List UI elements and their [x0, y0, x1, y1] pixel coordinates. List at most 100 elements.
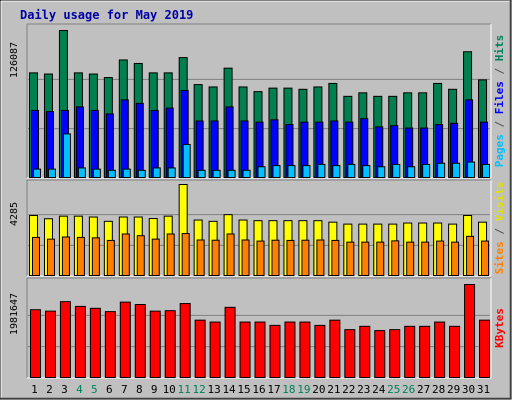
bar-pages-day-1 [33, 168, 41, 179]
bar-kbytes-day-20 [314, 324, 326, 378]
bar-sites-day-28 [436, 240, 445, 276]
day-label-3: 3 [61, 383, 68, 396]
bar-pages-day-28 [437, 162, 446, 178]
bar-pages-day-14 [227, 169, 236, 178]
legend-entry: Sites [493, 241, 506, 274]
day-label-2: 2 [46, 383, 53, 396]
legend-entry: / [493, 221, 506, 241]
bar-sites-day-29 [451, 241, 460, 277]
bar-kbytes-day-11 [179, 303, 191, 379]
bar-pages-day-8 [137, 169, 146, 178]
bar-kbytes-day-1 [30, 309, 41, 379]
bar-pages-day-26 [407, 166, 416, 178]
day-label-21: 21 [327, 383, 340, 396]
day-label-12: 12 [193, 383, 206, 396]
bar-sites-day-2 [46, 238, 55, 276]
panel-bottom-max-label: 1981647 [9, 293, 20, 335]
bar-pages-day-19 [302, 165, 311, 179]
bar-pages-day-13 [212, 169, 221, 178]
bar-files-day-7 [120, 99, 129, 178]
day-label-5: 5 [91, 383, 98, 396]
bar-kbytes-day-2 [44, 310, 56, 378]
bar-sites-day-17 [271, 239, 280, 276]
bar-sites-day-24 [376, 241, 385, 277]
bar-kbytes-day-3 [59, 301, 71, 378]
day-label-28: 28 [432, 383, 445, 396]
bar-files-day-6 [105, 113, 114, 178]
bar-kbytes-day-14 [224, 306, 236, 379]
day-label-31: 31 [477, 383, 490, 396]
bar-pages-day-3 [62, 133, 71, 178]
legend-entry: Visits [493, 182, 506, 222]
day-label-23: 23 [357, 383, 370, 396]
bar-kbytes-day-17 [269, 324, 281, 378]
legend-entry: Files [493, 81, 506, 114]
bar-sites-day-10 [166, 233, 175, 277]
bar-sites-day-21 [331, 239, 340, 277]
bar-kbytes-day-8 [134, 304, 146, 378]
bar-files-day-10 [165, 107, 174, 178]
bar-pages-day-22 [347, 163, 356, 179]
bar-kbytes-day-6 [104, 311, 116, 378]
bar-kbytes-day-26 [404, 325, 416, 378]
bar-kbytes-day-28 [434, 321, 446, 378]
day-label-16: 16 [252, 383, 265, 396]
day-label-8: 8 [136, 383, 143, 396]
bar-kbytes-day-30 [464, 284, 476, 378]
bar-sites-day-8 [136, 235, 145, 276]
bar-sites-day-15 [241, 239, 250, 276]
bar-kbytes-day-24 [374, 330, 386, 379]
bar-kbytes-day-29 [449, 325, 461, 378]
day-label-22: 22 [342, 383, 355, 396]
bar-sites-day-18 [286, 239, 295, 277]
bar-files-day-4 [75, 106, 84, 178]
day-label-1: 1 [31, 383, 38, 396]
day-label-9: 9 [151, 383, 158, 396]
day-label-25: 25 [387, 383, 400, 396]
panel-bottom: 1981647 KBytes [9, 277, 506, 379]
bar-pages-day-5 [92, 168, 101, 179]
bar-pages-day-12 [197, 169, 206, 178]
bar-pages-day-15 [242, 169, 251, 178]
day-axis-labels: 1 2 3 4 5 6 7 8 9 10 11 12 13 14 15 16 17 18 19 20 21 22 23 24 2… [31, 383, 490, 396]
bar-sites-day-12 [196, 239, 205, 276]
bar-files-day-2 [45, 111, 54, 178]
panel-bottom-legend: KBytes [493, 308, 506, 348]
bar-files-day-13 [210, 120, 219, 179]
bar-kbytes-day-7 [119, 301, 131, 378]
bar-pages-day-10 [167, 167, 176, 179]
bar-kbytes-day-19 [299, 321, 311, 378]
bar-kbytes-day-10 [164, 310, 176, 379]
day-label-14: 14 [222, 383, 236, 396]
day-label-20: 20 [312, 383, 325, 396]
day-label-24: 24 [372, 383, 386, 396]
bar-pages-day-7 [122, 168, 131, 179]
bar-pages-day-30 [467, 161, 476, 179]
bar-pages-day-6 [107, 169, 116, 178]
bar-sites-day-16 [256, 240, 265, 276]
bar-sites-day-11 [181, 233, 190, 276]
bar-kbytes-day-5 [89, 307, 101, 379]
bar-files-day-14 [225, 106, 234, 178]
day-label-18: 18 [282, 383, 295, 396]
bar-kbytes-day-31 [479, 319, 491, 379]
bar-pages-day-4 [77, 167, 86, 179]
panel-mid: 4285 Sites / Visits [9, 179, 506, 277]
chart-panels: 126087 Pages / Files / Hits 4285 Sites / Vi… [9, 23, 506, 379]
bar-pages-day-21 [332, 165, 341, 179]
panel-top-max-label: 126087 [9, 42, 20, 78]
bar-sites-day-25 [391, 240, 400, 276]
bar-sites-day-20 [316, 239, 325, 276]
bar-files-day-1 [31, 109, 39, 178]
legend-entry: Hits [493, 35, 506, 62]
bar-pages-day-29 [452, 162, 461, 178]
day-label-17: 17 [267, 383, 280, 396]
day-label-26: 26 [402, 383, 415, 396]
bar-sites-day-22 [346, 241, 355, 277]
bar-sites-day-1 [32, 236, 40, 276]
day-label-6: 6 [106, 383, 113, 396]
bar-kbytes-day-15 [239, 321, 251, 378]
bar-pages-day-24 [377, 166, 386, 178]
bar-kbytes-day-9 [149, 310, 161, 378]
